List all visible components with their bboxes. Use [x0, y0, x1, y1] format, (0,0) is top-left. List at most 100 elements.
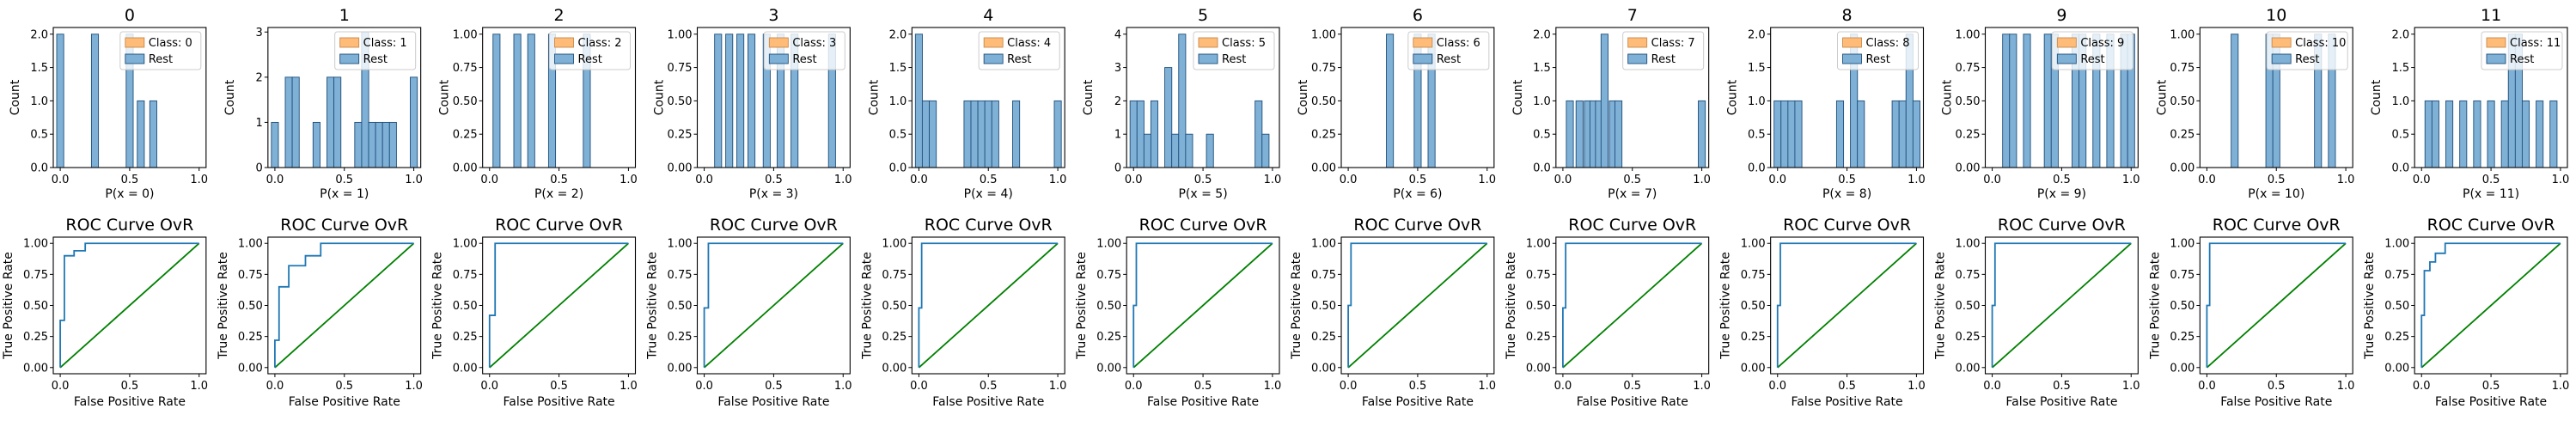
legend-label-rest-1: Rest: [363, 53, 388, 66]
hist-bar-8-1: [1780, 100, 1789, 168]
roc-ytick-label-5-4: 1.00: [1096, 238, 1121, 251]
legend-swatch-rest-6: [1413, 53, 1433, 64]
hist-ytick-label-0-4: 2.0: [30, 28, 48, 41]
hist-xtick-label-1-1: 0.5: [335, 174, 353, 186]
roc-ytick-label-10-3: 0.75: [2170, 269, 2194, 282]
hist-title-0: 0: [125, 6, 135, 25]
roc-ytick-label-1-2: 0.50: [238, 300, 263, 313]
hist-xlabel-1: P(x = 1): [320, 187, 369, 201]
hist-ytick-label-3-2: 0.50: [668, 95, 693, 108]
panel-2: 0.00 0.25 0.50 0.75 1.00 0.0 0.5 1.0 2 P(x = 2) Co…: [431, 6, 638, 409]
panel-4: 0.0 0.5 1.0 1.5 2.0 0.0 0.5 1.0 4 P(x = 4) Count Cl…: [860, 6, 1066, 409]
roc-xtick-label-1-1: 0.5: [335, 380, 353, 393]
legend-label-rest-4: Rest: [1007, 53, 1031, 66]
roc-ytick-label-7-4: 1.00: [1526, 238, 1551, 251]
legend-label-class-1: Class: 1: [363, 37, 407, 50]
roc-diagonal-9: [1991, 242, 2132, 369]
hist-bar-1-11: [388, 121, 397, 168]
legend-label-class-9: Class: 9: [2080, 37, 2124, 50]
legend-swatch-rest-9: [2056, 53, 2077, 64]
hist-xtick-label-11-1: 0.5: [2482, 174, 2500, 186]
legend-swatch-rest-10: [2271, 53, 2292, 64]
roc-ytick-label-9-4: 1.00: [1956, 238, 1981, 251]
hist-bar-8-3: [1794, 100, 1803, 168]
legend-swatch-class-9: [2056, 37, 2077, 48]
legend-swatch-rest-7: [1627, 53, 1648, 64]
hist-xtick-label-9-2: 1.0: [2122, 174, 2140, 186]
roc-xlabel-11: False Positive Rate: [2435, 395, 2547, 409]
hist-xtick-label-9-1: 0.5: [2053, 174, 2071, 186]
panel-9: 0.00 0.25 0.50 0.75 1.00 0.0 0.5 1.0 9 P(x = 9) Co…: [1934, 6, 2140, 409]
hist-bar-3-0: [714, 34, 723, 168]
hist-bar-1-1: [284, 76, 293, 168]
roc-xlabel-7: False Positive Rate: [1577, 395, 1688, 409]
roc-xtick-label-6-0: 0.0: [1340, 380, 1358, 393]
hist-ytick-label-5-4: 4: [1114, 28, 1121, 41]
hist-bar-1-2: [291, 76, 300, 168]
hist-ytick-label-6-4: 1.00: [1311, 28, 1336, 41]
hist-xtick-label-3-2: 1.0: [834, 174, 852, 186]
roc-ytick-label-6-3: 0.75: [1311, 269, 1336, 282]
hist-ytick-label-7-0: 0.0: [1533, 162, 1551, 175]
panel-7: 0.0 0.5 1.0 1.5 2.0 0.0 0.5 1.0 7 P(x = 7) Count Cl…: [1505, 6, 1711, 409]
hist-title-2: 2: [554, 6, 565, 25]
hist-ytick-label-6-3: 0.75: [1311, 62, 1336, 75]
hist-xtick-label-7-1: 0.5: [1623, 174, 1641, 186]
roc-xtick-label-10-2: 1.0: [2337, 380, 2355, 393]
hist-xtick-label-0-0: 0.0: [52, 174, 70, 186]
hist-bar-4-1: [921, 100, 931, 168]
hist-bar-0-3: [137, 100, 145, 168]
hist-bar-8-7: [1891, 100, 1900, 168]
roc-ytick-label-7-1: 0.25: [1526, 331, 1551, 344]
roc-ytick-label-2-0: 0.00: [453, 362, 478, 375]
hist-ytick-label-2-1: 0.25: [453, 129, 478, 142]
hist-bar-4-4: [970, 100, 979, 168]
hist-ytick-label-9-3: 0.75: [1956, 62, 1981, 75]
roc-ytick-label-4-0: 0.00: [882, 362, 906, 375]
hist-bar-7-7: [1615, 100, 1623, 168]
legend-swatch-rest-0: [125, 53, 145, 64]
hist-ylabel-10: Count: [2155, 79, 2169, 115]
hist-ytick-label-11-2: 1.0: [2391, 95, 2409, 108]
roc-ytick-label-6-1: 0.25: [1311, 331, 1336, 344]
roc-diagonal-8: [1777, 242, 1918, 369]
hist-bar-7-8: [1698, 100, 1706, 168]
roc-xlabel-0: False Positive Rate: [74, 395, 186, 409]
hist-bar-1-3: [312, 121, 320, 168]
roc-ylabel-5: True Positive Rate: [1075, 252, 1089, 360]
legend-swatch-class-2: [554, 37, 574, 48]
hist-bar-11-11: [2549, 100, 2558, 168]
roc-curve-2: [488, 242, 629, 368]
legend-label-class-8: Class: 8: [1866, 37, 1910, 50]
hist-ytick-label-1-1: 1: [256, 117, 263, 130]
roc-ytick-label-8-1: 0.25: [1741, 331, 1766, 344]
hist-bar-5-3: [1150, 100, 1159, 168]
legend-swatch-rest-3: [768, 53, 789, 64]
roc-xlabel-10: False Positive Rate: [2220, 395, 2332, 409]
hist-bar-5-0: [1129, 100, 1138, 168]
roc-diagonal-10: [2206, 242, 2347, 369]
hist-title-1: 1: [339, 6, 350, 25]
hist-title-8: 8: [1842, 6, 1853, 25]
legend-swatch-class-0: [125, 37, 145, 48]
roc-xtick-label-0-1: 0.5: [121, 380, 139, 393]
roc-xtick-label-5-1: 0.5: [1194, 380, 1212, 393]
roc-ytick-label-3-4: 1.00: [668, 238, 693, 251]
roc-xtick-label-9-0: 0.0: [1983, 380, 2001, 393]
roc-ytick-label-0-2: 0.50: [23, 300, 48, 313]
hist-xlabel-0: P(x = 0): [105, 187, 154, 201]
hist-bar-11-4: [2473, 100, 2481, 168]
hist-ytick-label-11-4: 2.0: [2391, 28, 2409, 41]
roc-ylabel-9: True Positive Rate: [1934, 252, 1948, 360]
hist-xtick-label-5-0: 0.0: [1125, 174, 1143, 186]
roc-xtick-label-0-0: 0.0: [52, 380, 70, 393]
hist-xlabel-11: P(x = 11): [2463, 187, 2519, 201]
hist-ytick-label-7-2: 1.0: [1533, 95, 1551, 108]
roc-diagonal-11: [2420, 242, 2561, 369]
hist-title-3: 3: [768, 6, 778, 25]
roc-ytick-label-8-0: 0.00: [1741, 362, 1766, 375]
hist-ytick-label-2-4: 1.00: [453, 28, 478, 41]
roc-ytick-label-2-4: 1.00: [453, 238, 478, 251]
roc-ytick-label-11-1: 0.25: [2384, 331, 2409, 344]
hist-ytick-label-4-2: 1.0: [889, 95, 907, 108]
